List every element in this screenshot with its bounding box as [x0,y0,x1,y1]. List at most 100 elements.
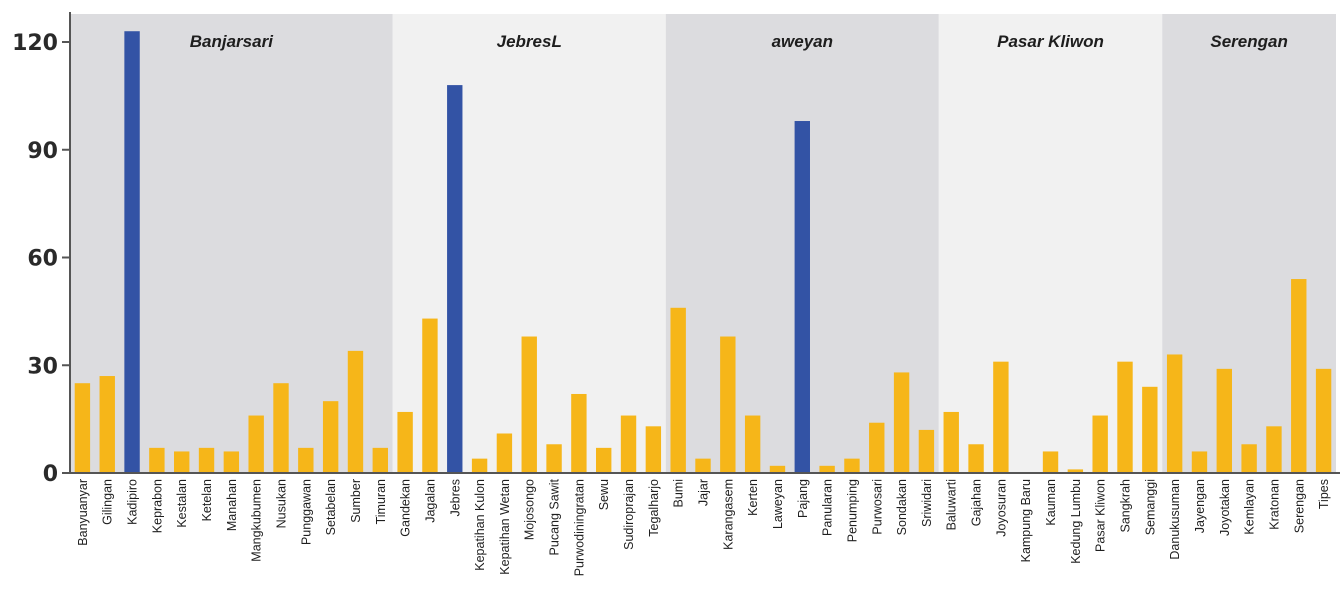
x-tick-label-kedung-lumbu: Kedung Lumbu [1069,479,1083,564]
x-tick-label-purwosari: Purwosari [870,479,884,535]
bar-gilingan [99,376,115,473]
bar-laweyan [769,465,786,473]
region-labels: Banjarsari JebresL aweyan Pasar Kliwon Seren… [190,32,1288,51]
bar-sewu [596,447,612,473]
x-tick-label-setabelan: Setabelan [324,479,338,535]
axes [69,12,1340,474]
x-tick-label-sumber: Sumber [349,479,363,523]
bar-kemlayan [1241,444,1257,473]
bar-sriwidari [918,429,935,473]
bar-sangkrah [1117,361,1133,473]
bar-nusukan [273,383,289,473]
y-tick-label-120: 120 [12,31,58,56]
x-tick-label-danukusuman: Danukusuman [1168,479,1182,560]
bar-sudiroprajan [620,415,637,473]
x-tick-label-gajahan: Gajahan [970,479,984,526]
x-tick-label-keprabon: Keprabon [150,479,164,533]
x-tick-label-kratonan: Kratonan [1267,479,1281,530]
x-tick-label-jagalan: Jagalan [423,479,437,523]
x-tick-label-purwodiningratan: Purwodiningratan [572,479,586,576]
x-tick-label-bumi: Bumi [672,479,686,507]
bar-pajang [794,121,810,474]
bar-purwodiningratan [571,393,587,473]
x-tick-label-kestalan: Kestalan [175,479,189,528]
x-tick-label-tipes: Tipes [1317,479,1331,509]
bar-semanggi [1142,386,1158,473]
bar-karangasem [720,336,736,473]
x-tick-label-joyotakan: Joyotakan [1218,479,1232,536]
bar-joyosuran [993,361,1009,473]
x-tick-label-sriwidari: Sriwidari [920,479,934,527]
x-tick-label-kepatihan-wetan: Kepatihan Wetan [498,479,512,575]
x-tick-label-ketelan: Ketelan [200,479,214,521]
x-tick-label-mojosongo: Mojosongo [523,479,537,540]
x-tick-label-pucang-sawit: Pucang Sawit [548,478,562,555]
bar-manahan [223,451,240,473]
x-tick-label-kepatihan-kulon: Kepatihan Kulon [473,479,487,571]
region-label-aweyan: aweyan [772,32,833,51]
bar-panularan [819,465,835,473]
bar-penumping [844,458,860,473]
x-tick-label-gilingan: Gilingan [101,479,115,525]
bar-gandekan [397,411,413,473]
bar-jagalan [422,318,438,473]
bar-setabelan [322,401,339,473]
x-tick-label-pajang: Pajang [796,479,810,518]
x-tick-label-gandekan: Gandekan [399,479,413,537]
bar-baluwarti [943,411,959,473]
x-axis-ticks: Banyuanyar Gilingan Kadipiro Keprabon Kestal… [76,478,1331,576]
x-tick-label-kerten: Kerten [746,479,760,516]
x-tick-label-serengan: Serengan [1292,479,1306,533]
bar-serengan [1291,279,1307,473]
bar-kadipiro [124,31,140,473]
bar-pucang-sawit [546,444,562,473]
bar-gajahan [968,444,984,473]
region-label-pasar-kliwon: Pasar Kliwon [997,32,1104,51]
region-band-serengan [1162,14,1336,473]
x-tick-label-manahan: Manahan [225,479,239,531]
bar-timuran [372,447,388,473]
x-tick-label-sudiroprajan: Sudiroprajan [622,479,636,550]
bar-sondakan [893,372,910,473]
x-tick-label-sangkrah: Sangkrah [1119,479,1133,533]
x-tick-label-tegalharjo: Tegalharjo [647,479,661,537]
y-tick-label-90: 90 [27,139,58,164]
bar-jebres [447,85,463,473]
bar-banyuanyar [74,383,91,473]
bar-keprabon [149,447,165,473]
bar-danukusuman [1166,354,1183,473]
x-tick-label-karangasem: Karangasem [721,479,735,550]
bar-kerten [744,415,761,473]
bar-bumi [670,307,686,473]
region-band-banjarsari [70,14,393,473]
bar-kauman [1042,451,1059,473]
bar-purwosari [869,422,885,473]
x-tick-label-sewu: Sewu [597,479,611,510]
x-tick-label-sondakan: Sondakan [895,479,909,535]
bar-mojosongo [521,336,537,473]
bar-kepatihan-kulon [471,458,488,473]
x-tick-label-kadipiro: Kadipiro [126,479,140,525]
x-tick-label-laweyan: Laweyan [771,479,785,529]
bar-jayengan [1191,451,1208,473]
x-tick-label-mangkubumen: Mangkubumen [250,479,264,562]
bar-pasar-kliwon [1092,415,1108,473]
x-tick-label-kemlayan: Kemlayan [1243,479,1257,535]
bar-kepatihan-wetan [496,433,513,473]
bar-punggawan [298,447,314,473]
x-tick-label-kauman: Kauman [1044,479,1058,526]
x-tick-label-timuran: Timuran [374,479,388,524]
bar-series [74,31,1332,474]
y-tick-label-30: 30 [27,354,58,379]
y-axis-ticks: 0 30 60 90 120 [12,31,70,487]
x-tick-label-jebres: Jebres [448,479,462,517]
x-tick-label-joyosuran: Joyosuran [994,479,1008,537]
bar-kedung-lumbu [1067,469,1084,473]
x-tick-label-semanggi: Semanggi [1143,479,1157,535]
bar-joyotakan [1216,368,1232,473]
region-bands [70,14,1336,473]
bar-jajar [695,458,711,473]
bar-sumber [347,350,364,473]
x-tick-label-pasar-kliwon: Pasar Kliwon [1094,479,1108,552]
